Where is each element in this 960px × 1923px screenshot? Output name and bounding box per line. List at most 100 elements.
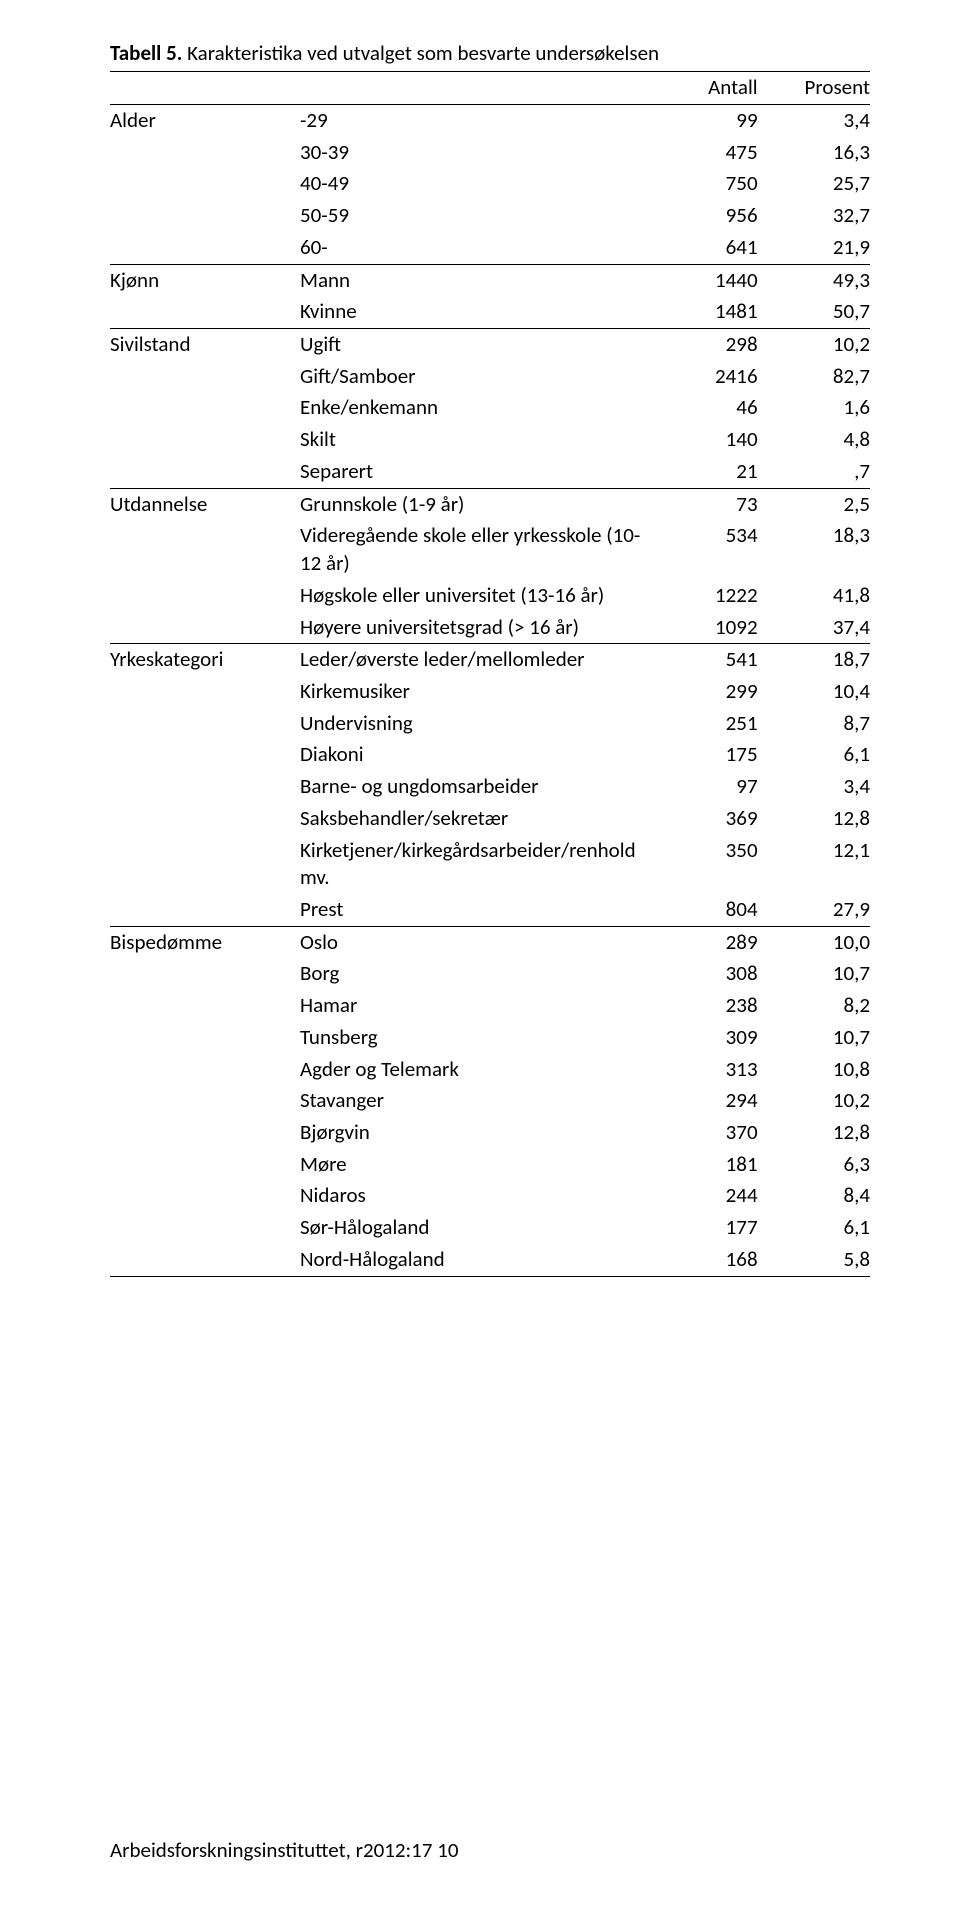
table-row: Separert21,7	[110, 456, 870, 488]
row-label: Oslo	[300, 926, 665, 958]
row-count: 804	[665, 894, 764, 926]
row-label: Nidaros	[300, 1180, 665, 1212]
table-row: KjønnMann144049,3	[110, 264, 870, 296]
row-category	[110, 835, 300, 894]
caption-text: Karakteristika ved utvalget som besvarte…	[182, 40, 659, 66]
row-percent: 12,8	[764, 803, 870, 835]
characteristics-table: AntallProsentAlder-29993,430-3947516,340…	[110, 71, 870, 1276]
row-category	[110, 1054, 300, 1086]
row-label: Sør-Hålogaland	[300, 1212, 665, 1244]
row-label: Undervisning	[300, 708, 665, 740]
table-row: Undervisning2518,7	[110, 708, 870, 740]
row-category	[110, 1117, 300, 1149]
row-count: 21	[665, 456, 764, 488]
table-row: 40-4975025,7	[110, 168, 870, 200]
footer-page-number: 10	[437, 1837, 458, 1863]
table-row: Diakoni1756,1	[110, 739, 870, 771]
row-count: 298	[665, 329, 764, 361]
row-count: 181	[665, 1149, 764, 1181]
row-percent: 6,1	[764, 739, 870, 771]
table-row: Alder-29993,4	[110, 105, 870, 137]
table-row: Møre1816,3	[110, 1149, 870, 1181]
row-label: Enke/enkemann	[300, 392, 665, 424]
row-percent: 3,4	[764, 105, 870, 137]
row-label: 30-39	[300, 137, 665, 169]
row-count: 1092	[665, 612, 764, 644]
row-percent: 25,7	[764, 168, 870, 200]
row-count: 299	[665, 676, 764, 708]
row-percent: 41,8	[764, 580, 870, 612]
row-category	[110, 739, 300, 771]
row-count: 168	[665, 1244, 764, 1276]
row-percent: 50,7	[764, 296, 870, 328]
row-percent: 10,7	[764, 1022, 870, 1054]
row-category	[110, 612, 300, 644]
row-count: 308	[665, 958, 764, 990]
row-count: 73	[665, 488, 764, 520]
header-prosent: Prosent	[764, 72, 870, 105]
row-label: Videregående skole eller yrkesskole (10-…	[300, 520, 665, 579]
row-label: Borg	[300, 958, 665, 990]
row-category	[110, 392, 300, 424]
row-percent: 16,3	[764, 137, 870, 169]
row-count: 309	[665, 1022, 764, 1054]
table-row: Saksbehandler/sekretær36912,8	[110, 803, 870, 835]
row-label: Ugift	[300, 329, 665, 361]
row-category	[110, 200, 300, 232]
row-percent: 10,7	[764, 958, 870, 990]
row-category	[110, 1149, 300, 1181]
table-row: Stavanger29410,2	[110, 1085, 870, 1117]
table-row: Høgskole eller universitet (13-16 år)122…	[110, 580, 870, 612]
row-category	[110, 520, 300, 579]
row-label: Bjørgvin	[300, 1117, 665, 1149]
table-row: Skilt1404,8	[110, 424, 870, 456]
row-label: Høgskole eller universitet (13-16 år)	[300, 580, 665, 612]
table-row: UtdannelseGrunnskole (1-9 år)732,5	[110, 488, 870, 520]
row-label: Skilt	[300, 424, 665, 456]
row-count: 750	[665, 168, 764, 200]
table-row: Kirketjener/kirkegårdsarbeider/renhold m…	[110, 835, 870, 894]
row-count: 475	[665, 137, 764, 169]
row-percent: ,7	[764, 456, 870, 488]
row-category	[110, 361, 300, 393]
row-category	[110, 296, 300, 328]
page-footer: Arbeidsforskningsinstituttet, r2012:17 1…	[110, 1837, 870, 1863]
row-percent: 8,7	[764, 708, 870, 740]
row-count: 369	[665, 803, 764, 835]
table-row: Borg30810,7	[110, 958, 870, 990]
row-category: Yrkeskategori	[110, 644, 300, 676]
table-row: Sør-Hålogaland1776,1	[110, 1212, 870, 1244]
row-percent: 12,1	[764, 835, 870, 894]
row-category: Utdannelse	[110, 488, 300, 520]
row-percent: 8,2	[764, 990, 870, 1022]
row-category	[110, 958, 300, 990]
row-label: Prest	[300, 894, 665, 926]
row-count: 641	[665, 232, 764, 264]
row-count: 2416	[665, 361, 764, 393]
row-percent: 27,9	[764, 894, 870, 926]
row-label: Tunsberg	[300, 1022, 665, 1054]
row-label: Separert	[300, 456, 665, 488]
row-category	[110, 424, 300, 456]
table-caption: Tabell 5. Karakteristika ved utvalget so…	[110, 40, 870, 67]
table-row: Kirkemusiker29910,4	[110, 676, 870, 708]
row-percent: 5,8	[764, 1244, 870, 1276]
row-category	[110, 676, 300, 708]
table-row: BispedømmeOslo28910,0	[110, 926, 870, 958]
row-category	[110, 708, 300, 740]
table-row: SivilstandUgift29810,2	[110, 329, 870, 361]
row-label: Grunnskole (1-9 år)	[300, 488, 665, 520]
row-category	[110, 990, 300, 1022]
row-label: Møre	[300, 1149, 665, 1181]
row-label: Kvinne	[300, 296, 665, 328]
row-category	[110, 232, 300, 264]
row-percent: 21,9	[764, 232, 870, 264]
row-label: Agder og Telemark	[300, 1054, 665, 1086]
table-row: Bjørgvin37012,8	[110, 1117, 870, 1149]
row-label: Barne- og ungdomsarbeider	[300, 771, 665, 803]
table-header-row: AntallProsent	[110, 72, 870, 105]
row-count: 251	[665, 708, 764, 740]
table-row: YrkeskategoriLeder/øverste leder/melloml…	[110, 644, 870, 676]
row-label: Nord-Hålogaland	[300, 1244, 665, 1276]
row-label: -29	[300, 105, 665, 137]
